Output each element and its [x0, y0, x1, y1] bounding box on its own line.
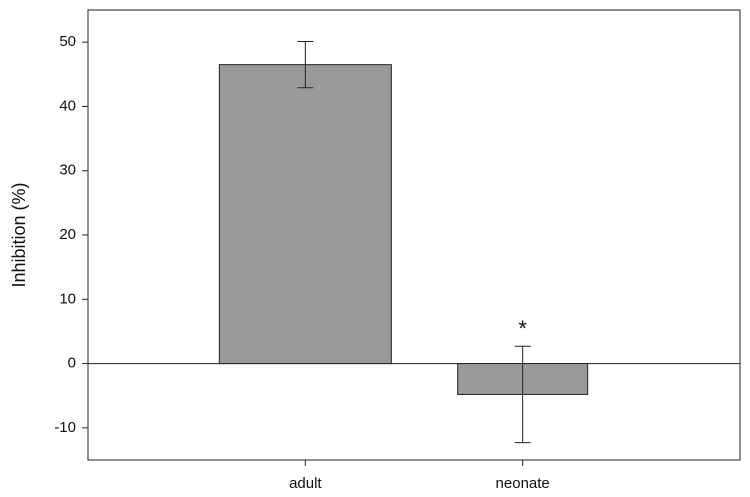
y-tick-label: 0 — [68, 355, 76, 372]
annotation: * — [518, 316, 527, 341]
y-tick-label: -10 — [54, 419, 76, 436]
error-bar — [514, 345, 531, 444]
y-tick-label: 50 — [59, 33, 76, 50]
y-axis-label: Inhibition (%) — [9, 182, 29, 287]
y-tick-label: 20 — [59, 226, 76, 243]
y-tick-label: 30 — [59, 162, 76, 179]
plot-frame — [87, 9, 741, 461]
y-tick-label: 40 — [59, 97, 76, 114]
bar — [218, 64, 392, 365]
x-tick-label: neonate — [496, 475, 550, 492]
error-bar — [297, 41, 314, 89]
y-tick-label: 10 — [59, 290, 76, 307]
x-tick-label: adult — [289, 475, 322, 492]
